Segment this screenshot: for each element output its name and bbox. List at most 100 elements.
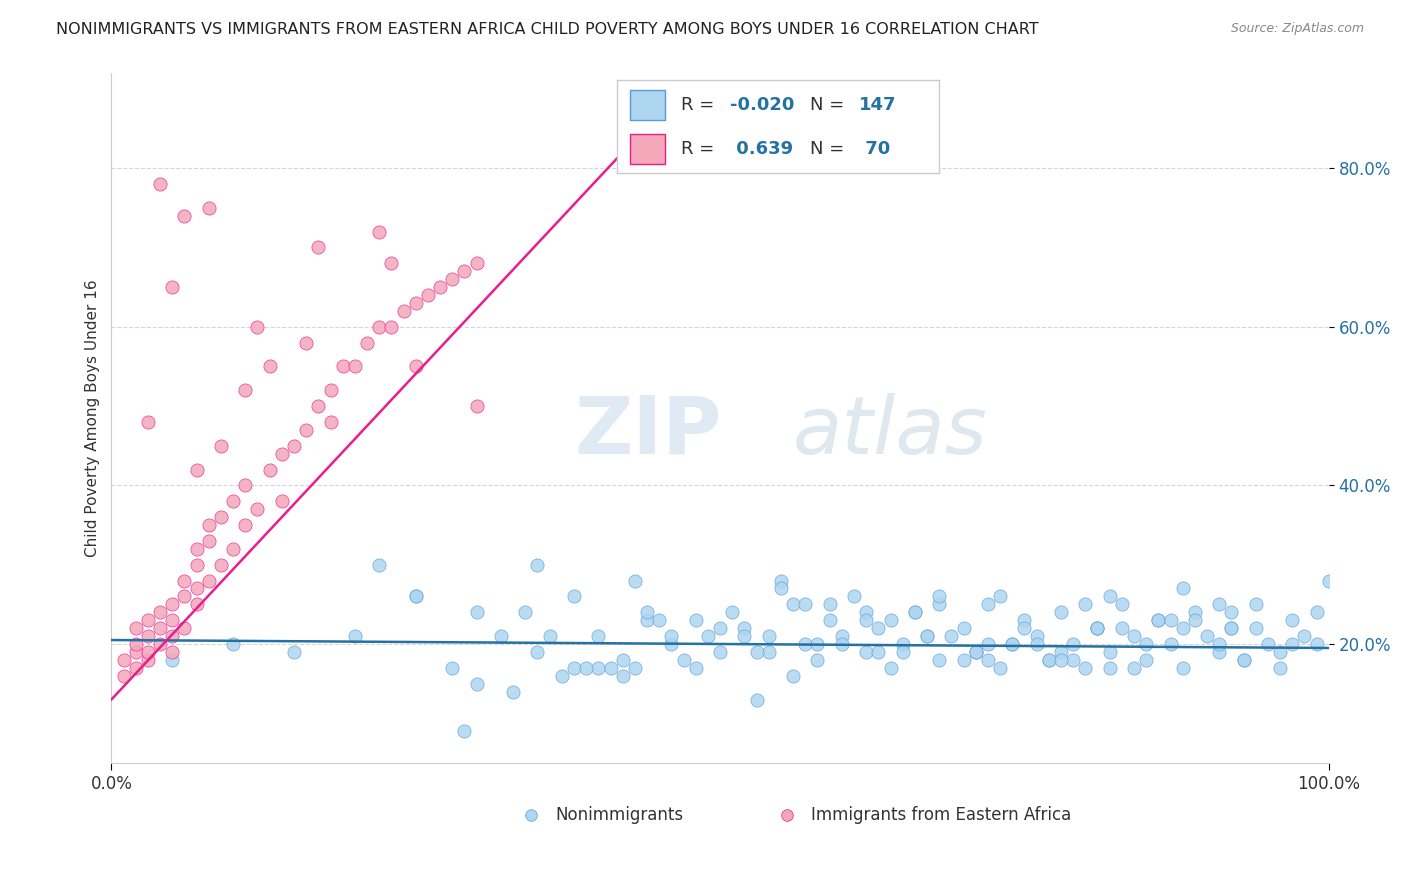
Point bbox=[246, 319, 269, 334]
Point bbox=[1244, 621, 1267, 635]
Point bbox=[1001, 637, 1024, 651]
Point bbox=[295, 423, 318, 437]
Point bbox=[198, 201, 221, 215]
Point bbox=[186, 558, 208, 572]
Point bbox=[270, 447, 292, 461]
Point bbox=[368, 558, 391, 572]
Point bbox=[1147, 613, 1170, 627]
Point bbox=[441, 661, 464, 675]
Point bbox=[758, 629, 780, 643]
Point bbox=[1220, 605, 1243, 619]
Point bbox=[818, 613, 841, 627]
Point bbox=[1317, 574, 1340, 588]
Point bbox=[270, 494, 292, 508]
Point bbox=[136, 653, 159, 667]
Point bbox=[776, 855, 799, 869]
Point bbox=[977, 653, 1000, 667]
Point bbox=[1087, 621, 1109, 635]
Point bbox=[173, 209, 195, 223]
Point bbox=[319, 383, 342, 397]
Point bbox=[842, 590, 865, 604]
Point bbox=[149, 621, 172, 635]
Point bbox=[915, 629, 938, 643]
Point bbox=[1098, 645, 1121, 659]
Point bbox=[661, 637, 683, 651]
Point bbox=[988, 590, 1011, 604]
Point bbox=[977, 637, 1000, 651]
Point bbox=[685, 613, 707, 627]
Point bbox=[855, 605, 877, 619]
Point bbox=[952, 621, 974, 635]
Point bbox=[941, 629, 963, 643]
Point bbox=[1220, 621, 1243, 635]
Point bbox=[198, 518, 221, 533]
Point bbox=[1087, 621, 1109, 635]
Point bbox=[368, 319, 391, 334]
Point bbox=[283, 439, 305, 453]
Text: Source: ZipAtlas.com: Source: ZipAtlas.com bbox=[1230, 22, 1364, 36]
Point bbox=[1074, 598, 1097, 612]
Point bbox=[806, 653, 828, 667]
Point bbox=[209, 558, 232, 572]
Point bbox=[1208, 637, 1230, 651]
Point bbox=[209, 510, 232, 524]
Point bbox=[599, 661, 621, 675]
Point bbox=[162, 629, 184, 643]
Point bbox=[709, 645, 731, 659]
Point bbox=[453, 724, 475, 739]
Point bbox=[1062, 653, 1084, 667]
Point bbox=[1074, 661, 1097, 675]
Text: Nonimmigrants: Nonimmigrants bbox=[555, 805, 683, 823]
Point bbox=[368, 225, 391, 239]
Point bbox=[855, 645, 877, 659]
Point bbox=[1208, 598, 1230, 612]
Point bbox=[173, 590, 195, 604]
Point bbox=[672, 653, 695, 667]
Point bbox=[1050, 605, 1073, 619]
Point bbox=[1220, 621, 1243, 635]
Point bbox=[1195, 629, 1218, 643]
Point bbox=[209, 439, 232, 453]
Text: atlas: atlas bbox=[793, 392, 988, 471]
Point bbox=[1268, 661, 1291, 675]
Point bbox=[818, 598, 841, 612]
Point bbox=[222, 637, 245, 651]
Point bbox=[502, 684, 524, 698]
Point bbox=[198, 574, 221, 588]
Point bbox=[769, 574, 792, 588]
Point bbox=[1123, 661, 1146, 675]
Point bbox=[233, 383, 256, 397]
Point bbox=[928, 590, 950, 604]
Point bbox=[636, 613, 658, 627]
Point bbox=[1111, 621, 1133, 635]
Point bbox=[588, 629, 610, 643]
Point bbox=[868, 645, 890, 659]
Point bbox=[588, 661, 610, 675]
Point bbox=[125, 661, 148, 675]
Point bbox=[1208, 645, 1230, 659]
Point bbox=[636, 605, 658, 619]
Text: ZIP: ZIP bbox=[574, 392, 721, 471]
Point bbox=[149, 177, 172, 191]
Point bbox=[173, 621, 195, 635]
Text: NONIMMIGRANTS VS IMMIGRANTS FROM EASTERN AFRICA CHILD POVERTY AMONG BOYS UNDER 1: NONIMMIGRANTS VS IMMIGRANTS FROM EASTERN… bbox=[56, 22, 1039, 37]
Point bbox=[307, 240, 329, 254]
Point bbox=[149, 637, 172, 651]
Point bbox=[283, 645, 305, 659]
Point bbox=[259, 462, 281, 476]
Point bbox=[575, 661, 598, 675]
Point bbox=[405, 296, 427, 310]
Point bbox=[1014, 621, 1036, 635]
Point bbox=[186, 598, 208, 612]
Point bbox=[831, 629, 853, 643]
Point bbox=[733, 629, 755, 643]
Point bbox=[1135, 653, 1157, 667]
Point bbox=[162, 598, 184, 612]
Point bbox=[295, 335, 318, 350]
Point bbox=[136, 415, 159, 429]
Point bbox=[758, 645, 780, 659]
Point bbox=[162, 613, 184, 627]
Point bbox=[1281, 613, 1303, 627]
Point bbox=[453, 264, 475, 278]
Point bbox=[904, 605, 927, 619]
